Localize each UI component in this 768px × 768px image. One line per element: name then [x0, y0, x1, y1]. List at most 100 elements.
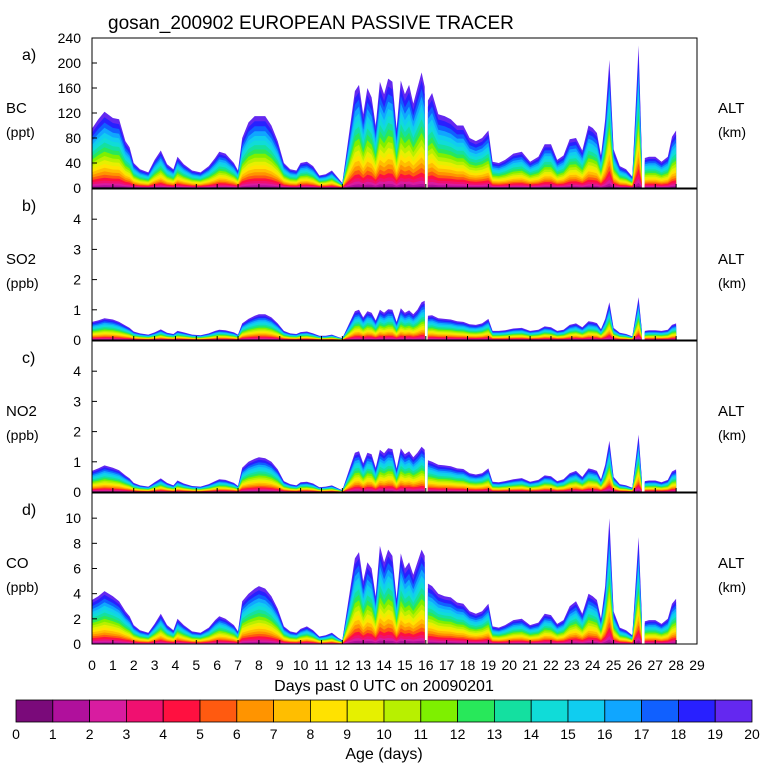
x-tick-label: 4	[172, 657, 180, 673]
panel-label: c)	[22, 350, 35, 367]
age-band-1-segment-0	[92, 640, 425, 644]
unit-label: (ppt)	[6, 124, 35, 140]
colorbar-swatch	[714, 699, 753, 723]
colorbar-swatch	[493, 699, 532, 723]
panels-layer: 04080120160200240a)BC(ppt)ALT(km)01234b)…	[6, 30, 746, 673]
age-band-4-segment-0	[92, 334, 425, 340]
panel-bc: 0 40 80 120 160 200 240 a) BC (ppt) ALT (km)	[6, 30, 746, 196]
x-axis-label: Days past 0 UTC on 20090201	[274, 678, 494, 695]
age-band-3-segment-0	[92, 336, 425, 340]
panel-so2: 0 1 2 3 4 b) SO2 (ppb) ALT (km)	[6, 188, 746, 348]
y-tick-label: 40	[65, 155, 81, 171]
colorbar-swatch	[420, 699, 458, 723]
x-tick-label: 25	[606, 657, 622, 673]
panel-frame	[91, 188, 698, 341]
colorbar-tick-label: 13	[487, 726, 503, 742]
x-tick-label: 23	[564, 657, 580, 673]
panel-label: d)	[22, 502, 36, 519]
right-alt-label: ALT	[718, 251, 744, 268]
y-tick-label: 200	[58, 55, 82, 71]
panel-no2: 0 1 2 3 4 c) NO2 (ppb) ALT (km)	[6, 340, 746, 500]
age-band-3-segment-0	[92, 634, 425, 644]
colorbar-tick-label: 19	[707, 726, 723, 742]
colorbar-tick-label: 12	[450, 726, 466, 742]
x-tick-label: 14	[376, 657, 392, 673]
y-tick-label: 240	[58, 30, 82, 46]
colorbar: 0 1 2 3 4 5 6 7 8 9 10 11 12 13 14 15 16 17 18 19 20	[12, 699, 760, 742]
age-band-4-segment-0	[92, 630, 425, 644]
age-band-1-segment-0	[92, 490, 425, 492]
colorbar-tick-label: 1	[49, 726, 57, 742]
x-tick-label: 27	[647, 657, 663, 673]
x-tick-label: 5	[192, 657, 200, 673]
x-tick-label: 11	[314, 657, 329, 673]
age-band-2-segment-0	[92, 337, 425, 340]
age-band-6-segment-0	[92, 162, 425, 188]
y-tick-label: 0	[73, 636, 81, 652]
colorbar-label: Age (days)	[345, 746, 422, 763]
panel-frame	[91, 340, 698, 493]
x-tick-label: 21	[522, 657, 538, 673]
x-tick-label: 8	[255, 657, 263, 673]
colorbar-swatch	[126, 699, 164, 723]
y-tick-label: 80	[65, 130, 81, 146]
colorbar-swatch	[52, 699, 90, 723]
x-tick-label: 2	[130, 657, 138, 673]
age-band-1-segment-0	[92, 183, 425, 188]
age-band-0-segment-0	[92, 186, 425, 188]
colorbar-tick-label: 8	[307, 726, 315, 742]
age-band-5-segment-0	[92, 626, 425, 644]
right-alt-label: ALT	[718, 100, 744, 117]
colorbar-tick-label: 5	[196, 726, 204, 742]
colorbar-swatch	[678, 699, 716, 723]
panel-co: 0 2 4 6 8 10 d) CO (ppb) ALT (km)	[6, 492, 746, 652]
age-band-5-segment-0	[92, 333, 425, 340]
x-tick-labels: 0 1 2 3 4 5 6 7 8 9 10 11 12 13 14 15 16 17 18 19 20 21 22 23 24…	[88, 657, 705, 673]
y-tick-label: 4	[73, 586, 81, 602]
x-tick-label: 7	[234, 657, 242, 673]
colorbar-tick-label: 4	[159, 726, 167, 742]
species-label: CO	[6, 555, 29, 572]
colorbar-tick-label: 0	[12, 726, 20, 742]
colorbar-tick-label: 14	[523, 726, 539, 742]
age-band-2-segment-0	[92, 637, 425, 644]
unit-label: (ppb)	[6, 275, 39, 291]
panel-label: a)	[22, 47, 36, 64]
y-tick-label: 3	[73, 241, 81, 257]
y-tick-label: 10	[65, 510, 81, 526]
colorbar-tick-label: 15	[560, 726, 576, 742]
x-tick-label: 18	[460, 657, 476, 673]
colorbar-swatch	[89, 699, 127, 723]
x-tick-label: 10	[293, 657, 309, 673]
x-tick-label: 16	[418, 657, 434, 673]
x-tick-label: 3	[151, 657, 159, 673]
age-band-2-segment-0	[92, 489, 425, 492]
age-band-7-segment-0	[92, 618, 425, 644]
colorbar-tick-label: 18	[671, 726, 687, 742]
x-tick-label: 26	[627, 657, 643, 673]
y-tick-label: 1	[73, 454, 81, 470]
colorbar-tick-label: 17	[634, 726, 650, 742]
right-unit-label: (km)	[718, 427, 746, 443]
y-tick-label: 0	[73, 332, 81, 348]
age-band-6-segment-0	[92, 622, 425, 644]
y-tick-label: 6	[73, 561, 81, 577]
panel-label: b)	[22, 198, 36, 215]
y-tick-label: 8	[73, 535, 81, 551]
colorbar-swatch	[641, 699, 679, 723]
colorbar-swatch	[199, 699, 238, 723]
colorbar-swatch	[15, 699, 54, 723]
x-tick-label: 0	[88, 657, 96, 673]
age-band-3-segment-0	[92, 176, 425, 188]
y-tick-label: 4	[73, 211, 81, 227]
age-band-3-segment-0	[92, 487, 425, 492]
species-label: SO2	[6, 251, 36, 268]
colorbar-tick-label: 10	[376, 726, 392, 742]
colorbar-swatch	[530, 699, 569, 723]
y-tick-label: 3	[73, 393, 81, 409]
age-band-1-segment-1	[427, 639, 642, 644]
x-tick-label: 29	[689, 657, 705, 673]
colorbar-swatch	[309, 699, 348, 723]
colorbar-tick-label: 2	[86, 726, 94, 742]
unit-label: (ppb)	[6, 427, 39, 443]
